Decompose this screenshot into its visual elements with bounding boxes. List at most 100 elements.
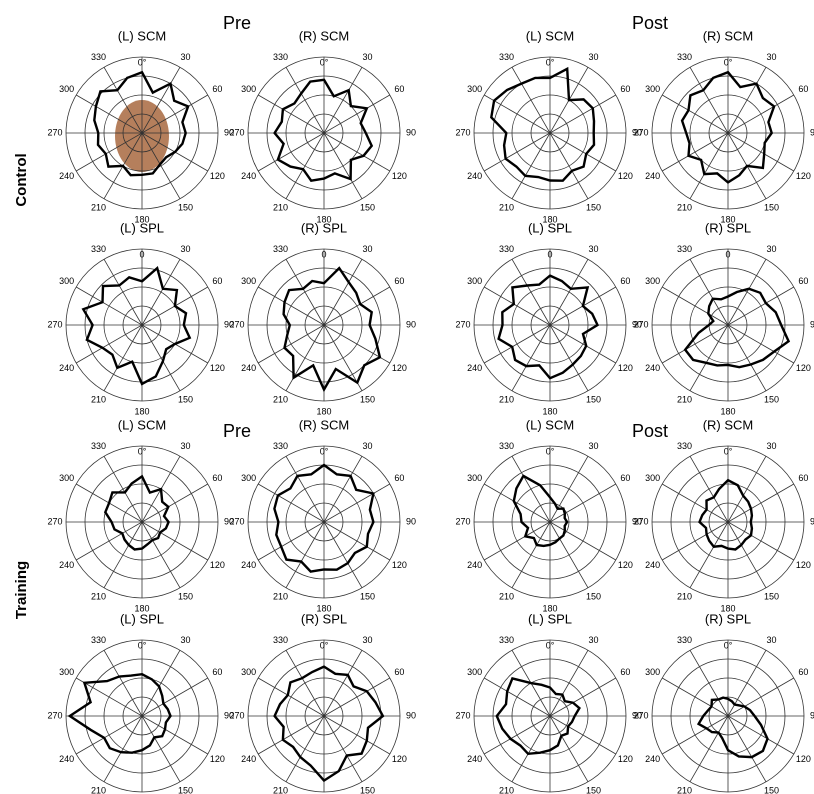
theta-tick-label: 30 [766,441,776,451]
theta-tick-label: 330 [273,244,288,254]
column-header: Pre [223,421,251,441]
theta-tick-label: 120 [392,754,407,764]
plot-title: (R) SPL [301,220,347,235]
theta-tick-label: 60 [798,473,808,483]
theta-tick-label: 330 [677,441,692,451]
theta-tick-label: 120 [392,560,407,570]
theta-tick-label: 120 [210,363,225,373]
theta-tick-label: 270 [47,127,62,137]
theta-tick-label: 150 [764,786,779,794]
theta-tick-label: 240 [59,560,74,570]
theta-tick-label: 270 [47,710,62,720]
theta-tick-label: 270 [455,127,470,137]
theta-tick-label: 60 [394,667,404,677]
theta-tick-label: 30 [362,244,372,254]
theta-tick-label: 240 [59,363,74,373]
theta-tick-label: 60 [620,473,630,483]
theta-tick-label: 150 [360,592,375,602]
theta-tick-label: 120 [210,560,225,570]
theta-tick-label: 120 [392,363,407,373]
theta-tick-label: 210 [273,592,288,602]
theta-tick-label: 300 [59,84,74,94]
theta-tick-label: 240 [241,754,256,764]
theta-tick-label: 240 [241,560,256,570]
theta-tick-label: 120 [618,560,633,570]
theta-tick-label: 90 [810,516,814,526]
theta-tick-label: 30 [362,441,372,451]
theta-tick-label: 210 [91,203,106,213]
theta-tick-label: 240 [241,171,256,181]
theta-tick-label: 210 [499,203,514,213]
plot-title: (R) SCM [299,28,350,43]
plot-title: (L) SPL [528,220,572,235]
theta-tick-label: 150 [178,395,193,405]
plot-title: (L) SCM [118,28,166,43]
theta-tick-label: 0° [724,640,733,650]
row-label: Control [13,153,30,206]
row-label: Training [13,561,30,619]
theta-tick-label: 30 [180,441,190,451]
theta-tick-label: 30 [588,244,598,254]
column-header: Post [632,421,668,441]
theta-tick-label: 90 [406,127,416,137]
theta-tick-label: 240 [59,754,74,764]
theta-tick-label: 30 [362,52,372,62]
theta-tick-label: 210 [677,395,692,405]
plot-title: (L) SPL [120,220,164,235]
theta-tick-label: 60 [212,667,222,677]
theta-tick-label: 240 [467,560,482,570]
plot-title: (R) SPL [705,611,751,626]
plot-title: (L) SPL [120,611,164,626]
theta-tick-label: 60 [798,667,808,677]
theta-tick-label: 270 [47,319,62,329]
theta-tick-label: 0° [138,640,147,650]
theta-tick-label: 60 [798,276,808,286]
theta-tick-label: 150 [178,592,193,602]
theta-tick-label: 210 [677,592,692,602]
theta-tick-label: 270 [455,319,470,329]
theta-tick-label: 60 [394,276,404,286]
theta-tick-label: 90 [810,127,814,137]
theta-tick-label: 0 [321,249,326,259]
theta-tick-label: 90 [810,710,814,720]
theta-tick-label: 210 [273,395,288,405]
theta-tick-label: 150 [764,592,779,602]
theta-tick-label: 210 [499,395,514,405]
theta-tick-label: 30 [766,244,776,254]
theta-tick-label: 300 [645,667,660,677]
theta-tick-label: 300 [645,473,660,483]
theta-tick-label: 150 [360,203,375,213]
theta-tick-label: 210 [273,203,288,213]
theta-tick-label: 270 [229,319,244,329]
theta-tick-label: 330 [273,635,288,645]
theta-tick-label: 210 [91,395,106,405]
theta-tick-label: 150 [178,786,193,794]
theta-tick-label: 330 [91,441,106,451]
figure: Pre Post Pre Post Control Training (L) S… [0,0,814,794]
plot-title: (R) SPL [705,220,751,235]
theta-tick-label: 30 [588,52,598,62]
theta-tick-label: 30 [180,635,190,645]
theta-tick-label: 150 [586,203,601,213]
theta-tick-label: 330 [91,52,106,62]
theta-tick-label: 300 [241,473,256,483]
theta-tick-label: 120 [618,363,633,373]
theta-tick-label: 120 [796,560,811,570]
theta-tick-label: 270 [633,127,648,137]
theta-tick-label: 210 [499,786,514,794]
theta-tick-label: 300 [467,473,482,483]
theta-tick-label: 270 [633,319,648,329]
theta-tick-label: 270 [229,127,244,137]
theta-tick-label: 270 [455,516,470,526]
theta-tick-label: 270 [229,516,244,526]
plot-title: (L) SCM [526,28,574,43]
theta-tick-label: 300 [241,667,256,677]
plot-title: (R) SCM [703,28,754,43]
theta-tick-label: 60 [620,667,630,677]
theta-tick-label: 240 [59,171,74,181]
theta-tick-label: 0° [546,57,555,67]
theta-tick-label: 300 [241,84,256,94]
theta-tick-label: 60 [798,84,808,94]
theta-tick-label: 120 [210,171,225,181]
theta-tick-label: 330 [499,635,514,645]
